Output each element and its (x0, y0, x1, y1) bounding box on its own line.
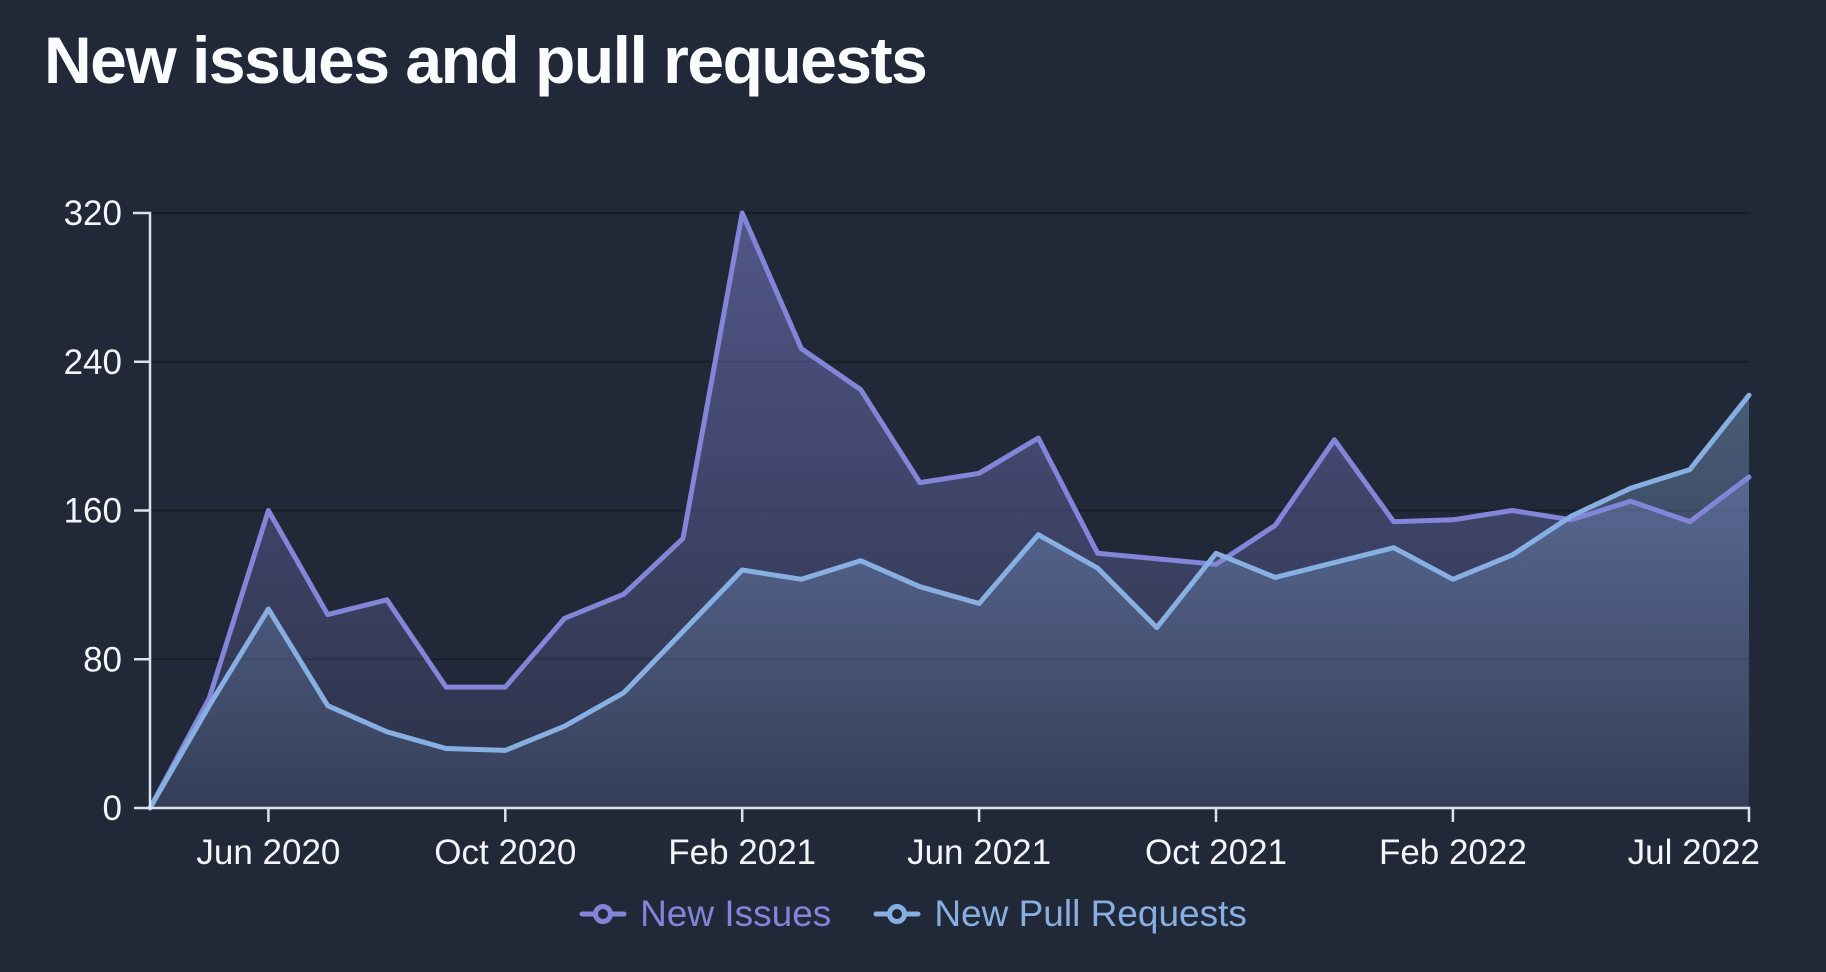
chart-legend: New Issues New Pull Requests (0, 893, 1826, 935)
y-tick-label-160: 160 (64, 492, 122, 531)
x-tick-label-jun-2020: Jun 2020 (196, 833, 340, 872)
x-tick-label-jun-2021: Jun 2021 (907, 833, 1051, 872)
line-new-pull-requests[interactable] (147, 392, 1752, 811)
y-tick-label-80: 80 (83, 640, 122, 679)
line-point-marker-icon (579, 904, 627, 924)
legend-item-new-pull-requests[interactable]: New Pull Requests (873, 893, 1247, 935)
y-tick-label-240: 240 (64, 343, 122, 382)
legend-label-new-issues: New Issues (640, 893, 832, 934)
legend-label-new-pull-requests: New Pull Requests (934, 893, 1247, 934)
y-tick-label-320: 320 (64, 194, 122, 233)
x-tick-label-oct-2021: Oct 2021 (1145, 833, 1287, 872)
chart-title: New issues and pull requests (44, 23, 928, 97)
x-tick-label-feb-2022: Feb 2022 (1379, 833, 1527, 872)
area-new-pull-requests (150, 395, 1749, 808)
line-new-issues[interactable] (147, 210, 1752, 811)
x-tick-label-feb-2021: Feb 2021 (668, 833, 816, 872)
x-tick-label-jul-2022: Jul 2022 (1628, 833, 1760, 872)
y-tick-label-0: 0 (103, 789, 122, 828)
x-tick-label-oct-2020: Oct 2020 (434, 833, 576, 872)
line-point-marker-icon (873, 904, 921, 924)
legend-item-new-issues[interactable]: New Issues (579, 893, 831, 935)
